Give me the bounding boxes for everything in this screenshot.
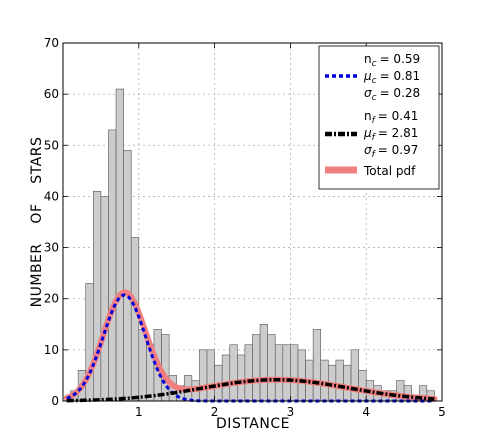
histogram-bar [108,129,117,402]
legend-core-mu: μc = 0.81 [363,69,420,86]
legend: nc = 0.59 μc = 0.81 σc = 0.28 nf = 0.41 μf = … [318,45,440,190]
legend-core-sigma: σc = 0.28 [364,86,420,103]
field-pdf-curve [66,377,435,403]
histogram-bar [93,191,102,402]
histogram-bar [274,344,284,402]
legend-field-mu: μf = 2.81 [363,126,418,143]
y-tick-label: 40 [44,189,59,203]
histogram-bar [221,354,231,402]
histogram-bar [123,150,132,402]
histogram-bar [115,88,124,402]
y-tick-label: 30 [44,241,59,255]
x-tick-label: 2 [211,405,219,419]
x-axis-label: DISTANCE [216,416,290,432]
plot-frame [62,42,443,402]
histogram-bar [229,344,238,402]
legend-field-sigma: σf = 0.97 [364,143,418,160]
histogram-bar [297,349,306,402]
histogram-bar [252,334,261,402]
histogram-bar [312,329,322,402]
histogram-bar [343,364,352,402]
histogram-bar [237,354,246,402]
legend-box [318,45,440,190]
legend-total-label: Total pdf [363,164,416,178]
y-tick-label: 60 [44,87,59,101]
y-tick-label: 10 [44,343,59,357]
histogram-bar [267,334,276,402]
histogram-bar [282,344,291,402]
x-tick-label: 4 [362,405,370,419]
y-tick-label: 50 [44,138,59,152]
histogram-bar [130,237,140,402]
x-tick-label: 3 [287,405,295,419]
x-tick-label: 1 [135,405,143,419]
y-tick-label: 70 [44,36,59,50]
y-tick-label: 0 [51,394,59,408]
histogram-bar [100,196,109,402]
histogram-bar [335,359,344,402]
legend-core-n: nc = 0.59 [364,52,420,69]
x-tick-label: 5 [438,405,446,419]
histogram-bar [350,349,359,402]
histogram-bar [259,323,268,402]
y-tick-label: 20 [44,292,59,306]
histogram-bar [290,344,299,402]
histogram-bar [199,349,208,402]
legend-field-n: nf = 0.41 [364,109,418,126]
histogram-bar [358,370,367,402]
histogram-bar [206,349,215,402]
y-axis-label: NUMBER OF STARS [29,137,45,308]
histogram-bar [244,344,253,402]
